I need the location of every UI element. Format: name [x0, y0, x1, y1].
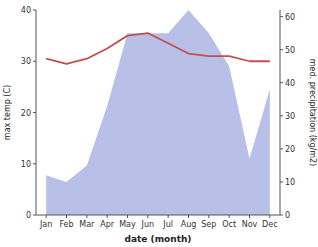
chart-container: Jan Feb Mar Apr May Jun Jul Aug Sep Oct Nov Dec 0 10 2… — [0, 0, 318, 247]
y2-tick — [280, 16, 283, 17]
temperature-line — [46, 33, 270, 64]
x-tick — [249, 215, 250, 218]
x-tick — [147, 215, 148, 218]
y-tick — [33, 10, 36, 11]
x-tick — [229, 215, 230, 218]
x-tick-label: Jul — [162, 220, 173, 229]
x-tick — [208, 215, 209, 218]
x-tick — [107, 215, 108, 218]
x-tick — [168, 215, 169, 218]
x-tick — [66, 215, 67, 218]
x-tick-label: Feb — [59, 220, 73, 229]
plot-area — [46, 10, 270, 215]
x-tick — [86, 215, 87, 218]
y2-tick — [280, 215, 283, 216]
y-tick — [33, 163, 36, 164]
x-tick-label: Mar — [79, 220, 95, 229]
x-tick-label: Aug — [181, 220, 197, 229]
x-tick-label: Oct — [222, 220, 236, 229]
y2-tick — [280, 49, 283, 50]
x-tick-label: Jun — [141, 220, 155, 229]
y2-tick-label: 50 — [285, 46, 295, 55]
y2-axis-line — [280, 10, 281, 215]
y2-tick-label: 0 — [285, 211, 290, 220]
x-tick-label: Sep — [201, 220, 216, 229]
y2-tick-label: 40 — [285, 79, 295, 88]
y-tick-label: 20 — [21, 109, 31, 118]
x-tick-label: Nov — [242, 220, 258, 229]
x-axis-label: date (month) — [125, 234, 192, 244]
x-tick — [269, 215, 270, 218]
x-tick — [127, 215, 128, 218]
y2-tick — [280, 148, 283, 149]
y2-tick-label: 10 — [285, 178, 295, 187]
y2-tick — [280, 181, 283, 182]
y-tick-label: 40 — [21, 6, 31, 15]
x-tick-label: May — [119, 220, 136, 229]
x-tick — [188, 215, 189, 218]
precipitation-area — [46, 10, 270, 215]
y2-tick — [280, 82, 283, 83]
y-axis-label: max temp (C) — [3, 85, 12, 140]
x-tick-label: Jan — [39, 220, 52, 229]
y-tick — [33, 61, 36, 62]
y2-tick-label: 20 — [285, 145, 295, 154]
y-tick-label: 10 — [21, 160, 31, 169]
x-axis-line — [36, 215, 280, 216]
y2-tick-label: 30 — [285, 112, 295, 121]
x-tick-label: Apr — [100, 220, 115, 229]
y2-tick-label: 60 — [285, 13, 295, 22]
y-tick-label: 0 — [26, 211, 31, 220]
y-tick-label: 30 — [21, 57, 31, 66]
chart: Jan Feb Mar Apr May Jun Jul Aug Sep Oct Nov Dec 0 10 2… — [0, 0, 318, 247]
y-tick — [33, 215, 36, 216]
y-tick — [33, 112, 36, 113]
y2-tick — [280, 115, 283, 116]
x-tick — [46, 215, 47, 218]
x-tick-label: Dec — [262, 220, 277, 229]
y2-axis-label: med. precipitation (kg/m2) — [308, 59, 317, 166]
